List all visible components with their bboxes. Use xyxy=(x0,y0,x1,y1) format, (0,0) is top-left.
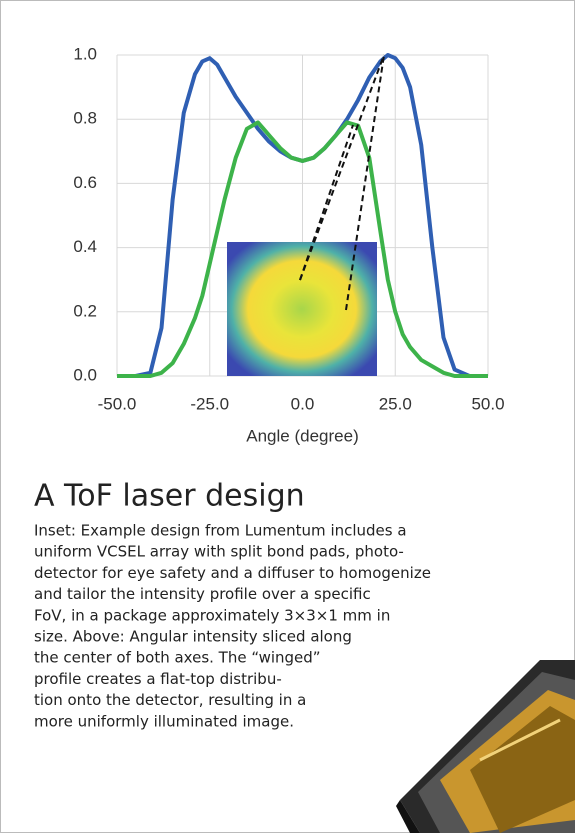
y-tick-label: 0.2 xyxy=(73,301,97,320)
device-illustration xyxy=(396,660,575,833)
caption-line: uniform VCSEL array with split bond pads… xyxy=(34,543,404,561)
x-tick-label: -25.0 xyxy=(190,394,229,413)
y-tick-label: 0.0 xyxy=(73,365,97,384)
y-tick-label: 1.0 xyxy=(73,44,97,63)
x-tick-label: 50.0 xyxy=(471,394,504,413)
x-axis-label: Angle (degree) xyxy=(246,426,358,445)
caption-line: size. Above: Angular intensity sliced al… xyxy=(34,628,352,646)
x-tick-label: -50.0 xyxy=(98,394,137,413)
figure: 0.0 0.2 0.4 0.6 0.8 1.0 -50.0 -25.0 0.0 25.0 50.0 A… xyxy=(0,0,575,833)
y-tick-label: 0.6 xyxy=(73,173,97,192)
caption-line: and tailor the intensity profile over a … xyxy=(34,585,371,603)
page: 0.0 0.2 0.4 0.6 0.8 1.0 -50.0 -25.0 0.0 25.0 50.0 A… xyxy=(0,0,575,833)
x-tick-label: 25.0 xyxy=(379,394,412,413)
y-tick-label: 0.4 xyxy=(73,237,97,256)
inset-heatmap xyxy=(227,242,377,376)
caption-line: the center of both axes. The “winged” xyxy=(34,649,321,667)
caption-line: FoV, in a package approximately 3×3×1 mm… xyxy=(34,606,390,624)
x-tick-label: 0.0 xyxy=(291,394,315,413)
y-tick-label: 0.8 xyxy=(73,109,97,128)
caption-line: tion onto the detector, resulting in a xyxy=(34,691,306,709)
caption-line: more uniformly illuminated image. xyxy=(34,712,294,730)
caption-line: Inset: Example design from Lumentum incl… xyxy=(34,522,407,540)
caption-line: detector for eye safety and a diffuser t… xyxy=(34,564,431,582)
caption-body: Inset: Example design from Lumentum incl… xyxy=(34,522,431,731)
caption-title: A ToF laser design xyxy=(34,479,305,514)
caption-line: profile creates a flat-top distribu- xyxy=(34,670,282,688)
